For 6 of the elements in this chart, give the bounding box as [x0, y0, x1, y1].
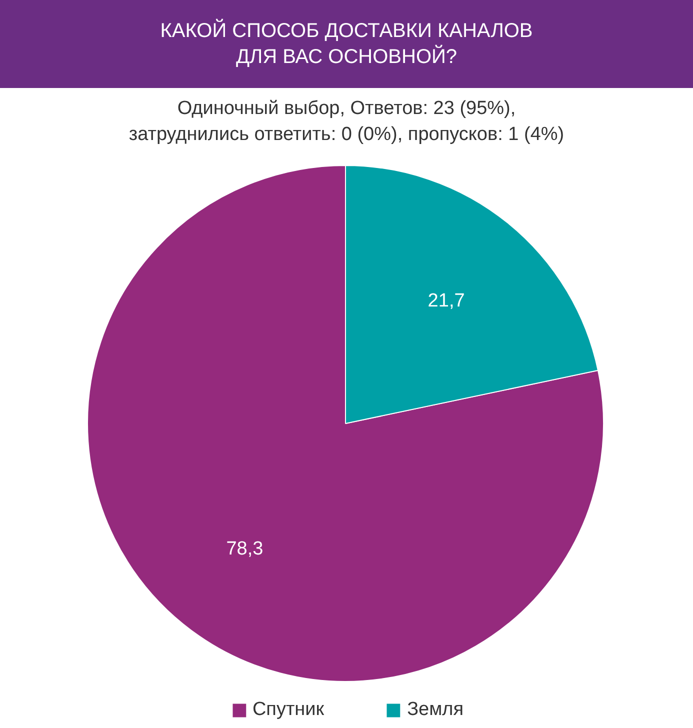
legend-label: Спутник [252, 699, 324, 721]
chart-subtitle: Одиночный выбор, Ответов: 23 (95%), затруднились ответить: 0 (0%), пропусков: 1 (4%) [128, 97, 564, 147]
data-label: 78,3 [226, 538, 264, 560]
data-label: 21,7 [428, 290, 465, 312]
chart-title: КАКОЙ СПОСОБ ДОСТАВКИ КАНАЛОВ ДЛЯ ВАС ОСНОВНОЙ? [160, 18, 533, 70]
legend-label: Земля [407, 699, 464, 721]
